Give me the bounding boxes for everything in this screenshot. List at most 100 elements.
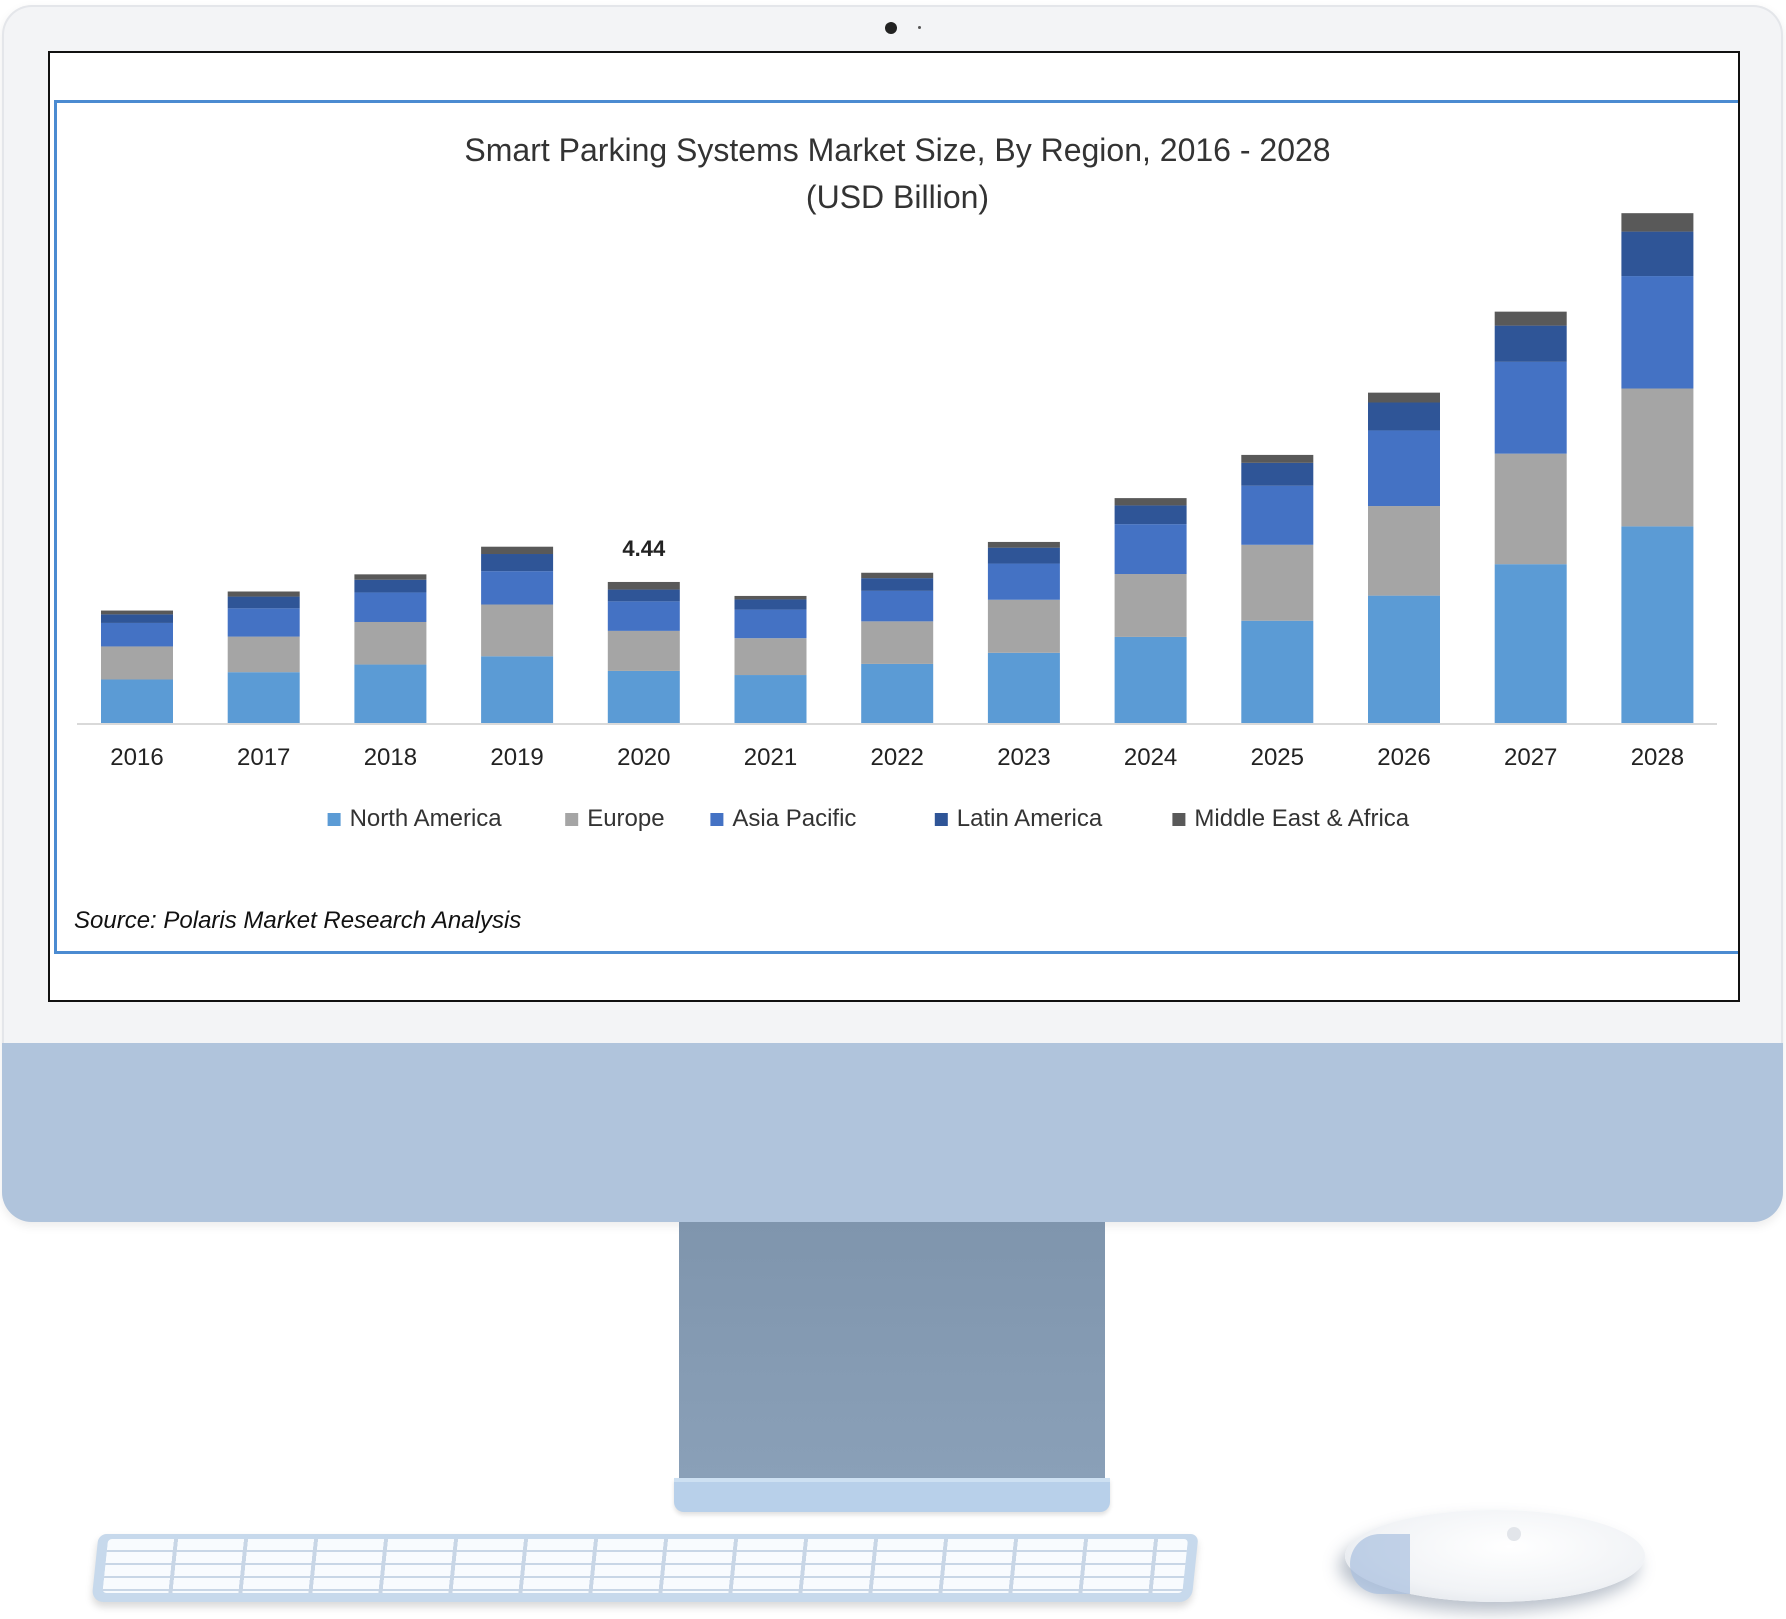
x-tick-label: 2027 <box>1504 744 1557 771</box>
camera-sensor <box>918 26 921 29</box>
bar-segment-2028-1 <box>1621 526 1694 723</box>
bar-segment-2025-3 <box>1241 485 1314 545</box>
legend-item: Latin America <box>957 805 1103 832</box>
monitor-stand-neck <box>679 1222 1105 1482</box>
bar-segment-2022-2 <box>861 621 934 664</box>
bar-segment-2023-4 <box>987 547 1060 564</box>
bar-segment-2026-4 <box>1368 402 1440 431</box>
bar-segment-2019-2 <box>481 604 554 657</box>
x-tick-label: 2025 <box>1251 744 1304 771</box>
keyboard-key-rows <box>102 1539 1189 1593</box>
bar-segment-2028-2 <box>1621 388 1694 527</box>
bar-segment-2020-3 <box>607 601 680 631</box>
bar-segment-2017-1 <box>227 672 300 723</box>
bar-segment-2017-3 <box>227 608 300 637</box>
bar-segment-2024-3 <box>1114 524 1187 575</box>
bar-segment-2022-3 <box>861 590 934 622</box>
bar-segment-2018-2 <box>354 621 427 665</box>
bar-segment-2020-1 <box>607 670 680 723</box>
bar-segment-2017-4 <box>227 596 300 609</box>
bar-segment-2027-2 <box>1494 453 1567 565</box>
bar-segment-2023-2 <box>987 599 1060 653</box>
bar-segment-2016-5 <box>101 610 173 615</box>
source-note: Source: Polaris Market Research Analysis <box>74 907 522 934</box>
bar-segment-2018-5 <box>354 574 427 580</box>
bar-segment-2025-2 <box>1241 544 1314 621</box>
bar-segment-2026-5 <box>1368 392 1440 403</box>
chart-panel: Smart Parking Systems Market Size, By Re… <box>54 100 1738 954</box>
data-label: 4.44 <box>622 536 666 561</box>
bar-segment-2024-5 <box>1114 498 1187 506</box>
bar-segment-2027-5 <box>1494 311 1567 326</box>
bar-segment-2022-4 <box>861 578 934 591</box>
legend-item: Middle East & Africa <box>1194 805 1409 832</box>
monitor-stand-edge <box>674 1478 1110 1482</box>
stacked-bar-chart: 2016 2017 2018 2019 2020 4.44 2021 2022 2023 2024… <box>77 213 1717 832</box>
keyboard <box>91 1534 1199 1602</box>
legend-item: North America <box>350 805 503 832</box>
x-tick-label: 2026 <box>1377 744 1430 771</box>
bar-segment-2027-3 <box>1494 361 1567 454</box>
legend-swatch <box>934 813 948 826</box>
bar-segment-2016-3 <box>101 622 173 647</box>
chart-subtitle: (USD Billion) <box>805 179 990 215</box>
legend-swatch <box>710 813 724 826</box>
bar-segment-2024-2 <box>1114 574 1187 637</box>
bar-segment-2025-5 <box>1241 454 1314 463</box>
bar-segment-2021-5 <box>734 595 807 600</box>
bar-segment-2018-3 <box>354 592 427 622</box>
bar-segment-2021-1 <box>734 675 807 723</box>
x-tick-label: 2019 <box>490 744 543 771</box>
bar-segment-2026-2 <box>1368 506 1440 596</box>
bar-segment-2028-3 <box>1621 276 1694 389</box>
legend-item: Asia Pacific <box>732 805 856 832</box>
x-tick-label: 2020 <box>617 744 670 771</box>
monitor-chin <box>2 1043 1783 1222</box>
bar-segment-2019-5 <box>481 546 554 555</box>
bar-segment-2021-4 <box>734 599 807 610</box>
bar-segment-2021-2 <box>734 638 807 676</box>
bar-segment-2020-2 <box>607 630 680 671</box>
bar-segment-2017-5 <box>227 591 300 597</box>
bar-segment-2016-1 <box>101 679 173 723</box>
bar-segment-2025-1 <box>1241 620 1314 723</box>
camera-icon <box>885 22 897 34</box>
bar-segment-2016-4 <box>101 614 173 623</box>
monitor-stand-foot <box>674 1478 1110 1512</box>
bar-segment-2020-5 <box>607 581 680 590</box>
x-tick-label: 2023 <box>997 744 1050 771</box>
bar-segment-2022-5 <box>861 572 934 579</box>
bar-segment-2024-4 <box>1114 505 1187 525</box>
bar-segment-2024-1 <box>1114 636 1187 723</box>
bar-segment-2018-4 <box>354 579 427 593</box>
x-tick-label: 2021 <box>744 744 797 771</box>
bar-segment-2027-4 <box>1494 325 1567 362</box>
bar-segment-2023-5 <box>987 541 1060 548</box>
legend-swatch <box>565 813 579 826</box>
bar-segment-2022-1 <box>861 663 934 723</box>
legend-swatch <box>1172 813 1186 826</box>
apple-logo-icon <box>1507 1527 1521 1541</box>
chart-title-line: Smart Parking Systems Market Size, By Re… <box>464 132 1331 168</box>
bar-segment-2021-3 <box>734 609 807 639</box>
bar-segment-2028-4 <box>1621 231 1694 277</box>
chart-title: Smart Parking Systems Market Size, By Re… <box>57 127 1738 221</box>
x-tick-label: 2018 <box>364 744 417 771</box>
bar-segment-2017-2 <box>227 636 300 673</box>
bar-segment-2028-5 <box>1621 213 1694 232</box>
x-tick-label: 2028 <box>1631 744 1684 771</box>
monitor-screen: Smart Parking Systems Market Size, By Re… <box>48 51 1740 1002</box>
bar-segment-2026-1 <box>1368 595 1440 723</box>
bar-segment-2016-2 <box>101 646 173 680</box>
bar-segment-2026-3 <box>1368 430 1440 507</box>
x-tick-label: 2016 <box>110 744 163 771</box>
legend-swatch <box>327 813 341 826</box>
bar-segment-2027-1 <box>1494 564 1567 723</box>
imac-monitor: Smart Parking Systems Market Size, By Re… <box>2 5 1783 1222</box>
bar-segment-2023-1 <box>987 652 1060 723</box>
x-tick-label: 2022 <box>871 744 924 771</box>
x-tick-label: 2017 <box>237 744 290 771</box>
bar-segment-2019-3 <box>481 571 554 605</box>
mouse-side <box>1350 1534 1410 1594</box>
bar-segment-2018-1 <box>354 664 427 723</box>
